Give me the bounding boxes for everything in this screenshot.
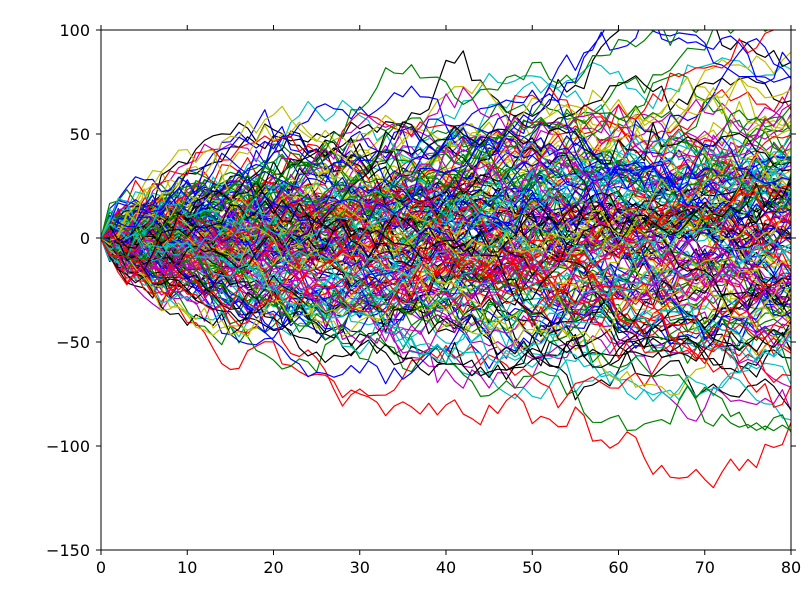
y-tick-label: −100 — [46, 437, 90, 456]
series-group — [101, 0, 791, 488]
y-tick-label: 100 — [59, 21, 90, 40]
x-tick-label: 20 — [263, 558, 283, 577]
y-tick-label: 50 — [70, 125, 90, 144]
x-tick-label: 10 — [177, 558, 197, 577]
y-tick-label: −50 — [56, 333, 90, 352]
x-tick-label: 80 — [781, 558, 801, 577]
y-tick-label: 0 — [80, 229, 90, 248]
x-tick-label: 0 — [96, 558, 106, 577]
x-tick-label: 50 — [522, 558, 542, 577]
x-tick-label: 40 — [436, 558, 456, 577]
random-walk-chart: 0 10 20 30 40 50 60 70 80 −150 −100 −50 0 50 100 — [0, 0, 812, 612]
x-tick-label: 60 — [608, 558, 628, 577]
x-tick-label: 70 — [695, 558, 715, 577]
y-tick-label: −150 — [46, 541, 90, 560]
x-tick-label: 30 — [350, 558, 370, 577]
